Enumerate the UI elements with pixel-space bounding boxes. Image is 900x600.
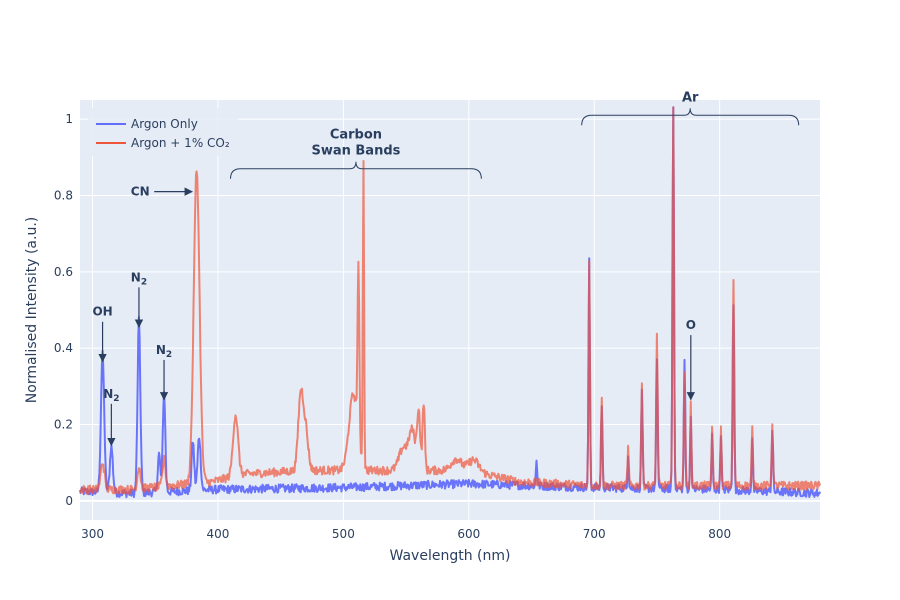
series-line-argon-co2 (79, 106, 821, 495)
x-tick-label: 700 (583, 527, 606, 541)
legend-label-argon: Argon Only (131, 117, 198, 131)
annotation-label-cn: CN (131, 185, 150, 199)
y-axis-title: Normalised Intensity (a.u.) (24, 217, 40, 403)
legend: Argon Only Argon + 1% CO₂ (88, 108, 238, 156)
y-tick-label: 0.4 (54, 341, 73, 355)
annotation-label: O (686, 318, 696, 332)
bracket (581, 108, 800, 126)
legend-background (88, 108, 238, 156)
x-tick-label: 300 (81, 527, 104, 541)
bracket-label: Carbon (330, 128, 382, 143)
y-axis-ticks: 0 0.2 0.4 0.6 0.8 1 (54, 112, 73, 508)
x-axis-title: Wavelength (nm) (390, 548, 511, 564)
legend-label-argon-co2: Argon + 1% CO₂ (131, 136, 230, 150)
x-tick-label: 400 (207, 527, 230, 541)
y-tick-label: 0.6 (54, 265, 73, 279)
x-tick-label: 600 (457, 527, 480, 541)
y-tick-label: 0.2 (54, 418, 73, 432)
x-axis-ticks: 300 400 500 600 700 800 (81, 527, 731, 541)
grid-lines (80, 100, 820, 520)
y-tick-label: 0 (65, 494, 73, 508)
y-tick-label: 0.8 (54, 188, 73, 202)
y-tick-label: 1 (65, 112, 73, 126)
bracket-label: Swan Bands (311, 144, 400, 159)
x-tick-label: 500 (332, 527, 355, 541)
bracket-label: Ar (682, 90, 699, 105)
x-tick-label: 800 (708, 527, 731, 541)
annotation-label: OH (92, 305, 112, 319)
series-group (79, 106, 821, 499)
